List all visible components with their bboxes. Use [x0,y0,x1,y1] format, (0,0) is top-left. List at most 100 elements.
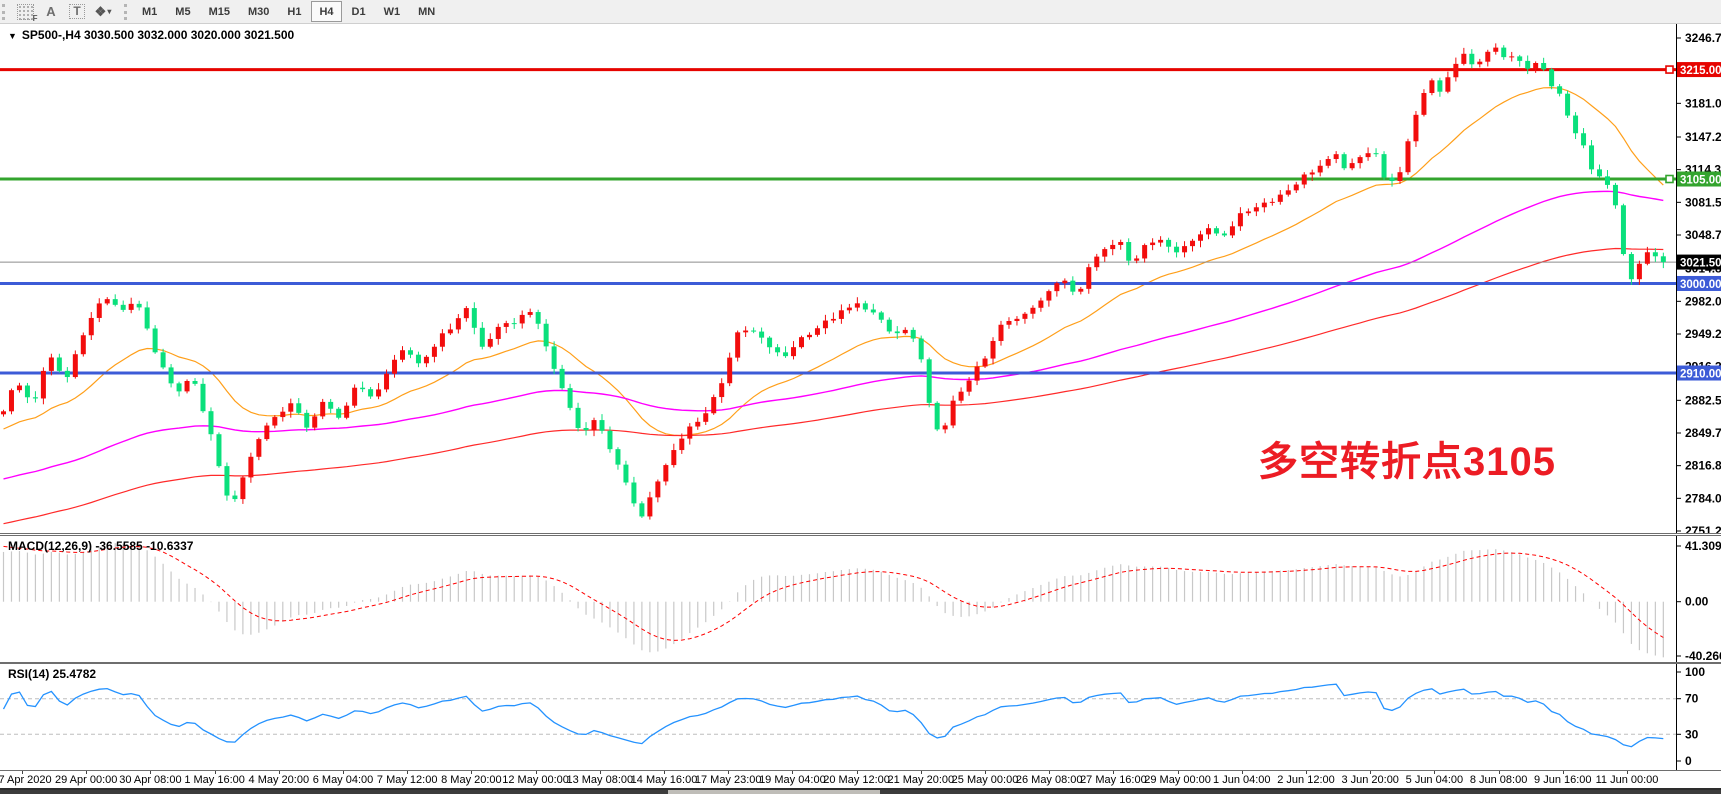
timeframe-button-d1[interactable]: D1 [351,5,366,18]
macd-indicator-label: MACD(12,26,9) -36.5585 -10.6337 [8,539,194,553]
time-axis-label: 8 May 20:00 [441,774,502,786]
time-axis-tick [1306,771,1307,774]
price-tick-label: 2849.720 [1685,426,1721,440]
time-axis-tick [471,771,473,774]
symbol-dropdown-icon[interactable]: ▼ [8,31,17,41]
time-axis-label: 25 May 00:00 [951,774,1019,786]
timeframe-group: M1 M5 M15 M30 H1 H4 D1 W1 MN [133,1,444,22]
price-tick-label: 2784.050 [1685,491,1721,505]
time-axis-label: 11 Jun 00:00 [1595,774,1659,786]
text-label-icon[interactable]: A [46,4,56,19]
rsi-axis-label: 70 [1685,692,1699,706]
symbol-ohlc-text: SP500-,H4 3030.500 3032.000 3020.000 302… [21,28,295,42]
moving-averages [3,86,1664,525]
price-tick-label: 3147.225 [1685,130,1721,144]
indicator-grid-icon[interactable]: F [12,2,38,23]
macd-axis-label: 41.3098 [1685,539,1721,553]
time-axis-tick [343,771,344,774]
level-line-handle[interactable] [1665,65,1674,74]
rsi-axis-label: 0 [1685,754,1692,768]
time-axis-tick [535,771,537,774]
time-axis-label: 30 Apr 08:00 [119,774,182,786]
time-axis-label: 21 May 20:00 [887,774,955,786]
rsi-panel-plot[interactable]: 100 70 30 0 [0,663,1721,771]
price-tick-label: 2982.055 [1685,294,1721,308]
price-badge: 3215.000 [1680,65,1721,77]
time-axis-tick [599,771,601,774]
time-axis-tick [792,771,794,774]
time-axis-tick [664,771,665,774]
toolbar-separator [124,3,127,20]
price-badge: 3000.000 [1680,279,1721,291]
time-axis-label: 19 May 04:00 [759,774,826,786]
rsi-axis-label: 100 [1685,665,1705,679]
time-axis-tick [278,771,280,774]
time-axis-label: 13 May 08:00 [566,774,634,786]
time-axis-label: 14 May 16:00 [630,774,698,786]
timeframe-button-mn[interactable]: MN [418,5,436,18]
time-axis-tick [920,771,922,774]
time-axis-label: 1 Jun 04:00 [1213,774,1271,786]
macd-panel-plot[interactable]: 41.3098 0.00 -40.2666 [0,535,1721,663]
time-axis-label: 7 May 12:00 [376,774,438,786]
time-axis-tick [1434,771,1436,774]
time-axis-tick [1113,771,1115,774]
macd-histogram [2,543,1664,658]
macd-axis-label: 0.00 [1685,595,1709,609]
level-line-handle[interactable] [1665,174,1674,184]
time-axis-tick [1241,771,1243,774]
price-tick-label: 2751.215 [1685,524,1721,534]
fast-ma-line[interactable] [3,86,1664,437]
time-axis-tick [1627,771,1628,774]
time-axis-tick [407,771,409,774]
time-axis-tick [22,771,23,774]
price-chart-plot[interactable]: 3246.7253181.0553147.2253114.3903081.555… [0,24,1721,534]
time-axis-label: 4 May 20:00 [248,774,310,786]
timeframe-button-m30[interactable]: M30 [247,5,270,18]
timeframe-button-m15[interactable]: M15 [208,5,230,18]
draw-objects-icon[interactable]: ❖ ▾ [94,3,112,19]
time-axis-tick [728,771,730,774]
slow-ma-line[interactable] [3,247,1664,525]
chart-annotation-text[interactable]: 多空转折点3105 [1258,440,1556,484]
price-tick-label: 2949.220 [1685,327,1721,341]
candlesticks [1,43,1666,520]
time-axis-label: 29 Apr 00:00 [54,774,118,786]
rsi-axis-label: 30 [1685,727,1699,741]
time-axis-label: 26 May 08:00 [1015,774,1083,786]
macd-axis[interactable]: 41.3098 0.00 -40.2666 [1676,535,1721,663]
timeframe-button-h4[interactable]: H4 [311,1,342,22]
rsi-line [2,683,1664,748]
time-axis-label: 5 Jun 04:00 [1405,774,1464,786]
timeframe-button-m5[interactable]: M5 [175,5,191,18]
timeframe-button-m1[interactable]: M1 [142,5,158,18]
rsi-axis[interactable]: 100 70 30 0 [1676,663,1705,771]
price-tick-label: 3048.720 [1685,228,1721,242]
time-axis-label: 27 May 16:00 [1080,774,1147,786]
price-badge: 3105.000 [1680,175,1721,187]
toolbar-grip[interactable] [2,3,12,20]
time-axis-label: 8 Jun 08:00 [1469,774,1528,786]
time-axis-tick [1049,771,1051,774]
text-box-icon[interactable]: T [64,2,90,22]
time-axis-label: 29 May 00:00 [1144,774,1211,786]
timeframe-button-h1[interactable]: H1 [287,5,302,18]
price-tick-label: 3081.555 [1685,195,1721,209]
time-axis-tick [1562,771,1564,774]
mid-ma-line[interactable] [3,190,1664,480]
bottom-window-edge [0,788,1721,794]
macd-axis-label: -40.2666 [1685,649,1721,663]
time-axis-label: 2 Jun 12:00 [1277,774,1335,786]
timeframe-button-w1[interactable]: W1 [383,5,401,18]
time-axis-label: 3 Jun 20:00 [1341,774,1399,786]
horizontal-level-lines [0,68,1676,375]
symbol-ohlc-readout[interactable]: ▼ SP500-,H4 3030.500 3032.000 3020.000 30… [8,28,294,42]
price-tick-label: 3181.055 [1685,96,1721,110]
price-badge: 2910.000 [1680,369,1721,381]
price-badge: 3021.500 [1680,258,1721,270]
time-axis-tick [1177,771,1179,774]
price-axis[interactable]: 3246.7253181.0553147.2253114.3903081.555… [1676,24,1721,534]
price-tick-label: 2882.555 [1685,393,1721,407]
rsi-indicator-label: RSI(14) 25.4782 [8,667,97,681]
